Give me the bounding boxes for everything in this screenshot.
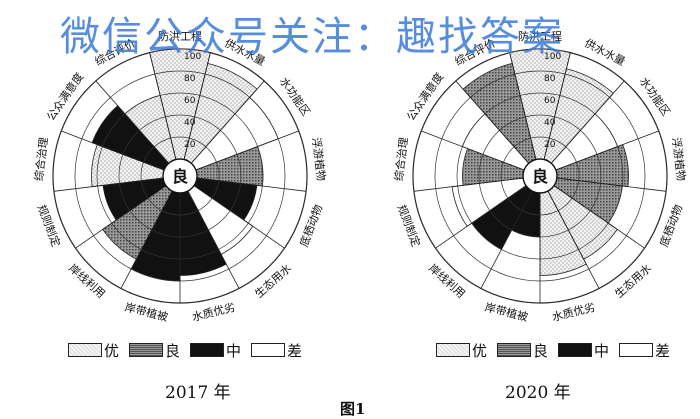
legend-swatch <box>68 343 102 357</box>
legend-swatch <box>558 343 593 357</box>
legend-label: 中 <box>226 341 242 360</box>
legend-label: 差 <box>287 341 303 360</box>
category-label-8: 岸带植被 <box>483 300 529 324</box>
legend-swatch <box>497 343 532 357</box>
spoke-5 <box>556 177 667 192</box>
spoke-7 <box>547 190 600 289</box>
spoke-5 <box>196 177 307 192</box>
category-label-11: 综合治理 <box>31 136 50 181</box>
legend-swatch <box>436 343 470 357</box>
legend-item-1: 优 <box>68 340 123 361</box>
legend-swatch <box>251 343 286 357</box>
category-label-7: 水质优劣 <box>190 300 236 324</box>
legend-2017: 优良中差 <box>68 340 312 360</box>
category-label-11: 综合治理 <box>391 136 410 181</box>
center-circle <box>522 158 558 194</box>
legend-label: 优 <box>104 341 120 360</box>
legend-item-2: 良 <box>129 340 184 361</box>
spoke-3 <box>190 80 265 164</box>
spoke-4 <box>195 130 299 171</box>
spoke-10 <box>75 185 167 249</box>
tick-label-5: 100 <box>184 52 201 62</box>
tick-label-2: 40 <box>544 118 556 128</box>
center-label: 良 <box>172 167 188 186</box>
legend-label: 差 <box>655 341 671 360</box>
spoke-6 <box>553 185 645 249</box>
legend-label: 优 <box>472 341 488 360</box>
tick-label-1: 20 <box>184 140 196 150</box>
spoke-2 <box>543 52 571 160</box>
spoke-12 <box>421 130 525 171</box>
legend-item-4: 差 <box>251 340 306 361</box>
spoke-13 <box>455 80 530 164</box>
spoke-4 <box>555 130 659 171</box>
category-label-1: 防洪工程 <box>158 29 202 43</box>
legend-item-1: 优 <box>436 340 491 361</box>
tick-label-3: 60 <box>184 96 196 106</box>
legend-swatch <box>619 343 654 357</box>
tick-label-2: 40 <box>184 118 196 128</box>
legend-item-4: 差 <box>619 340 674 361</box>
spoke-1 <box>509 52 537 160</box>
spoke-10 <box>435 185 527 249</box>
legend-2020: 优良中差 <box>436 340 680 360</box>
legend-item-2: 良 <box>497 340 552 361</box>
chart-title-2017: 2017 年 <box>165 383 231 403</box>
spoke-9 <box>480 190 533 289</box>
watermark-text: 微信公众号关注：趣找答案 <box>60 14 564 60</box>
spoke-1 <box>149 52 177 160</box>
spoke-2 <box>183 52 211 160</box>
tick-label-5: 100 <box>544 52 561 62</box>
figure-caption: 图1 <box>340 400 366 418</box>
legend-item-3: 中 <box>558 340 613 361</box>
tick-label-3: 60 <box>544 96 556 106</box>
center-label: 良 <box>532 167 548 186</box>
category-label-8: 岸带植被 <box>123 300 169 324</box>
legend-swatch <box>129 343 164 357</box>
tick-label-4: 80 <box>544 74 556 84</box>
category-label-4: 浮游植物 <box>309 136 328 181</box>
legend-label: 中 <box>594 341 610 360</box>
spoke-3 <box>550 80 625 164</box>
spoke-6 <box>193 185 285 249</box>
spoke-9 <box>120 190 173 289</box>
chart-title-2020: 2020 年 <box>505 383 571 403</box>
category-label-7: 水质优劣 <box>550 300 596 324</box>
legend-item-3: 中 <box>190 340 245 361</box>
spoke-11 <box>413 177 524 192</box>
center-circle <box>162 158 198 194</box>
legend-label: 良 <box>533 341 549 360</box>
category-label-4: 浮游植物 <box>669 136 688 181</box>
spoke-13 <box>95 80 170 164</box>
spoke-7 <box>187 190 240 289</box>
spoke-11 <box>53 177 164 192</box>
legend-swatch <box>190 343 225 357</box>
category-label-1: 防洪工程 <box>518 29 562 43</box>
tick-label-4: 80 <box>184 74 196 84</box>
spoke-12 <box>61 130 165 171</box>
tick-label-1: 20 <box>544 140 556 150</box>
legend-label: 良 <box>165 341 181 360</box>
